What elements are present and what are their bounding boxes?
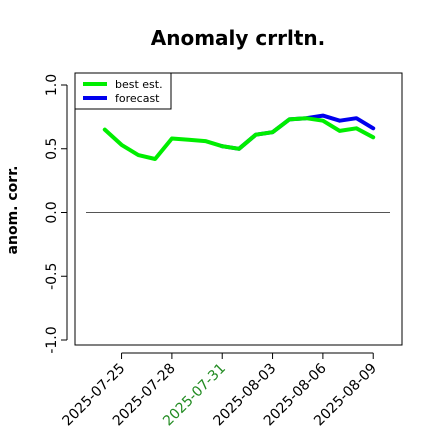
chart-title: Anomaly crrltn. — [151, 26, 325, 50]
legend-label: best est. — [115, 78, 163, 91]
series-line-best-est-continued — [220, 116, 376, 151]
series-line-best-est — [102, 127, 225, 161]
y-axis-label: anom. corr. — [5, 166, 21, 255]
y-tick-label: 0.0 — [44, 201, 60, 223]
legend-label: forecast — [115, 92, 160, 105]
legend: best est.forecast — [74, 72, 172, 110]
plot-frame — [74, 72, 403, 346]
y-axis: -1.0 -0.5 0.0 0.5 1.0 — [44, 74, 68, 354]
y-tick-label: -1.0 — [44, 326, 60, 353]
y-tick-label: 1.0 — [44, 74, 60, 96]
y-tick-label: -0.5 — [44, 263, 60, 290]
legend-box — [74, 72, 172, 110]
series-layer — [102, 113, 376, 161]
y-tick-label: 0.5 — [44, 138, 60, 160]
x-axis: 2025-07-252025-07-282025-07-312025-08-03… — [60, 352, 380, 429]
